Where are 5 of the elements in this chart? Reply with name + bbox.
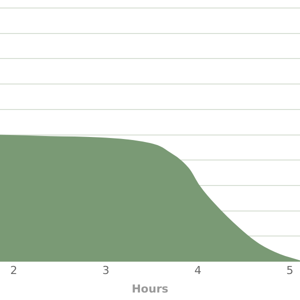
x-tick-label: 3 <box>102 264 110 278</box>
x-axis-title: Hours <box>132 282 169 296</box>
x-tick-label: 4 <box>194 264 202 278</box>
x-tick-label: 5 <box>286 264 294 278</box>
x-tick-label: 2 <box>10 264 18 278</box>
